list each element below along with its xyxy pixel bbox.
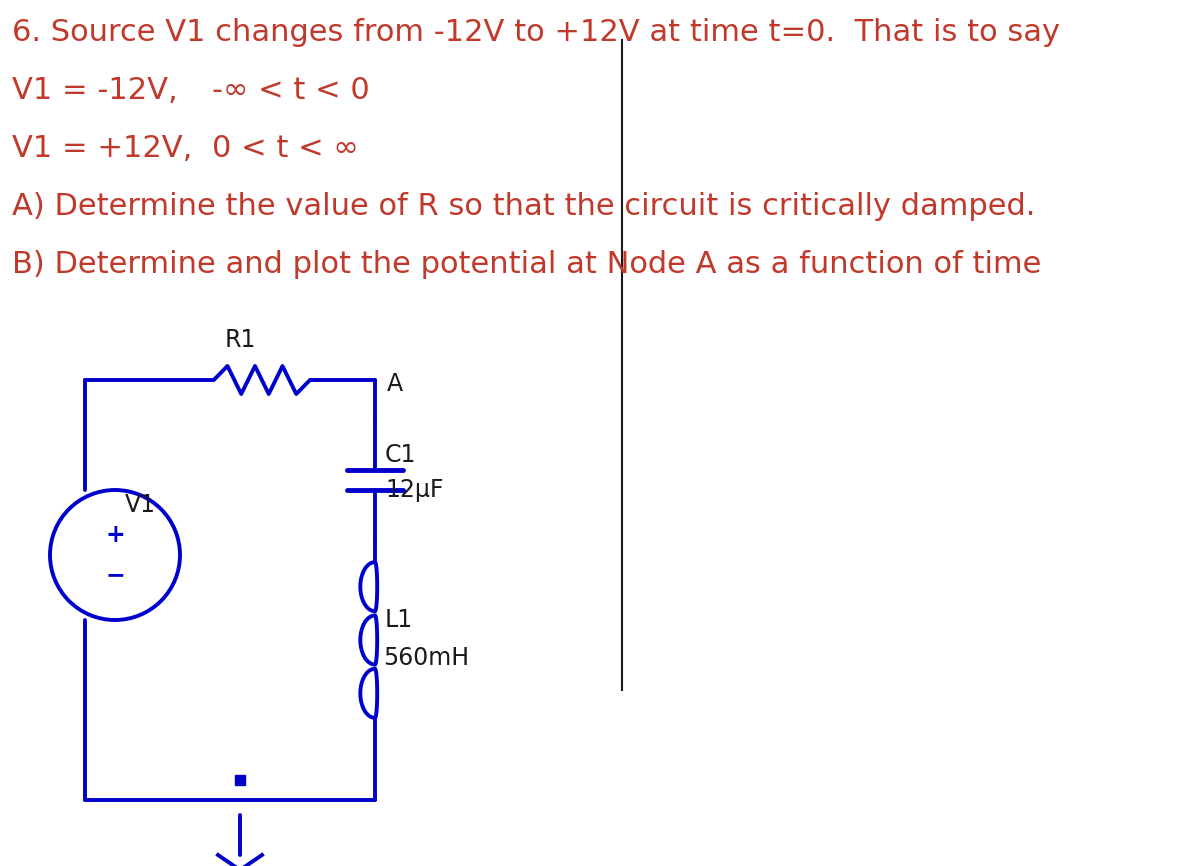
Text: C1: C1 bbox=[385, 443, 416, 467]
Text: 560mH: 560mH bbox=[383, 646, 469, 670]
Text: V1: V1 bbox=[125, 493, 156, 517]
Text: −: − bbox=[106, 563, 125, 587]
Text: -∞ < t < 0: -∞ < t < 0 bbox=[212, 76, 370, 105]
Text: A) Determine the value of R so that the circuit is critically damped.: A) Determine the value of R so that the … bbox=[12, 192, 1036, 221]
Text: A: A bbox=[386, 372, 403, 396]
Text: 6. Source V1 changes from -12V to +12V at time t=0.  That is to say: 6. Source V1 changes from -12V to +12V a… bbox=[12, 18, 1060, 47]
Text: V1 = -12V,: V1 = -12V, bbox=[12, 76, 178, 105]
Text: 12μF: 12μF bbox=[385, 478, 444, 502]
Text: R1: R1 bbox=[224, 328, 256, 352]
Text: +: + bbox=[106, 523, 125, 547]
Text: L1: L1 bbox=[385, 608, 413, 632]
Text: V1 = +12V,: V1 = +12V, bbox=[12, 134, 192, 163]
Bar bbox=[235, 775, 245, 785]
Text: 0 < t < ∞: 0 < t < ∞ bbox=[212, 134, 359, 163]
Text: B) Determine and plot the potential at Node A as a function of time: B) Determine and plot the potential at N… bbox=[12, 250, 1042, 279]
